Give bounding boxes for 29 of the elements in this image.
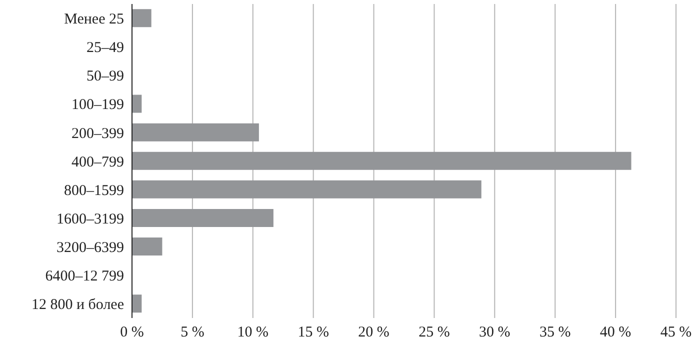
x-tick-label: 5 % — [180, 324, 204, 341]
y-tick-label: 3200–6399 — [56, 240, 124, 256]
y-tick-label: Менее 25 — [64, 12, 124, 28]
y-tick-label: 12 800 и более — [31, 297, 124, 314]
x-tick-label: 15 % — [298, 324, 329, 341]
bar — [132, 180, 482, 198]
x-tick-label: 40 % — [600, 324, 632, 341]
x-tick-label: 45 % — [660, 324, 692, 341]
bar — [132, 152, 632, 170]
x-tick-label: 35 % — [539, 324, 571, 341]
y-tick-label: 100–199 — [72, 97, 124, 114]
x-tick-label: 10 % — [237, 324, 269, 341]
bar — [132, 238, 162, 256]
x-tick-label: 30 % — [479, 324, 510, 341]
bar — [132, 294, 142, 313]
y-tick-label: 25–49 — [86, 40, 124, 56]
y-tick-label: 800–1599 — [64, 182, 124, 199]
y-tick-label: 6400–12 799 — [45, 268, 124, 285]
y-tick-label: 400–799 — [72, 154, 124, 170]
bar — [132, 9, 152, 28]
bar — [132, 94, 142, 113]
bar — [132, 123, 259, 142]
bar — [132, 208, 274, 227]
y-tick-label: 1600–3199 — [56, 211, 124, 228]
y-tick-label: 200–399 — [72, 126, 124, 142]
x-tick-label: 20 % — [358, 324, 390, 341]
y-tick-label: 50–99 — [86, 68, 124, 85]
x-tick-label: 25 % — [418, 324, 450, 341]
x-tick-label: 0 % — [120, 324, 144, 341]
